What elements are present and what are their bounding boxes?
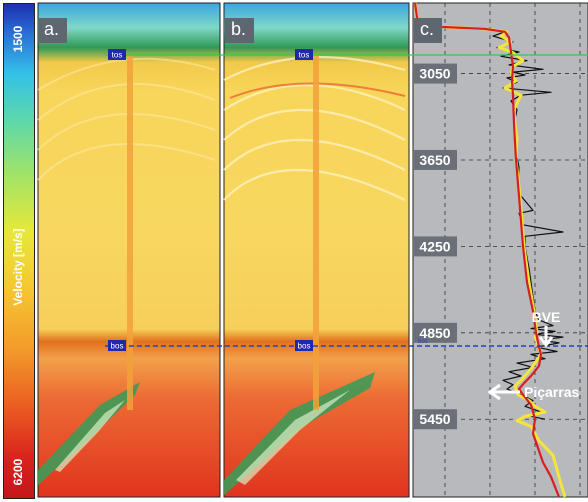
series-line-0 xyxy=(413,2,561,498)
panel-c-label: c. xyxy=(414,18,443,43)
series-line-1 xyxy=(413,2,567,498)
ytick-label-bg-4 xyxy=(413,409,457,430)
svg-text:bos: bos xyxy=(111,342,124,351)
ytick-label-4: 5450 xyxy=(419,411,450,427)
picarras-annotation: Piçarras xyxy=(487,383,579,401)
ytick-label-2: 4250 xyxy=(419,238,450,254)
bos-marker-a: bos xyxy=(108,340,126,351)
ytick-label-bg-1 xyxy=(413,149,457,170)
panel-c-series xyxy=(413,2,567,498)
ytick-label-3: 4850 xyxy=(419,325,450,341)
colorbar-title: Velocity [m/s] xyxy=(11,228,25,306)
tos-marker-a: tos xyxy=(108,49,126,60)
panel-b-salt-wedge xyxy=(224,372,375,495)
ytick-label-bg-2 xyxy=(413,236,457,257)
svg-text:tos: tos xyxy=(112,51,123,60)
velocity-colorbar xyxy=(3,3,35,499)
ytick-label-bg-0 xyxy=(413,63,457,84)
bos-marker-b: bos xyxy=(295,340,313,351)
ytick-label-bg-3 xyxy=(413,322,457,343)
ytick-label-1: 3650 xyxy=(419,152,450,168)
colorbar-max-label: 1500 xyxy=(11,25,25,53)
colorbar-min-label: 6200 xyxy=(11,458,25,486)
panel-b-salt-highlight xyxy=(236,390,350,485)
svg-text:tos: tos xyxy=(299,51,310,60)
bos-marker-c: bos xyxy=(418,339,428,345)
ytick-label-0: 3050 xyxy=(419,66,450,82)
panel-b-red-streak xyxy=(229,82,406,99)
svg-text:BVE: BVE xyxy=(532,309,561,325)
series-line-2 xyxy=(486,28,564,420)
panel-b-label: b. xyxy=(225,18,255,43)
panel-b xyxy=(223,2,410,498)
panel-a-label: a. xyxy=(38,18,68,43)
bve-annotation: BVE xyxy=(532,309,561,348)
svg-text:bos: bos xyxy=(298,342,311,351)
panel-a xyxy=(37,2,221,498)
svg-text:Piçarras: Piçarras xyxy=(524,384,579,400)
panel-c-ticklabels: 3050 3650 4250 4850 5450 xyxy=(413,63,457,430)
panel-a-salt-highlight xyxy=(55,400,125,472)
panel-c: 3050 3650 4250 4850 5450 xyxy=(412,2,588,498)
tos-marker-b: tos xyxy=(295,49,313,60)
